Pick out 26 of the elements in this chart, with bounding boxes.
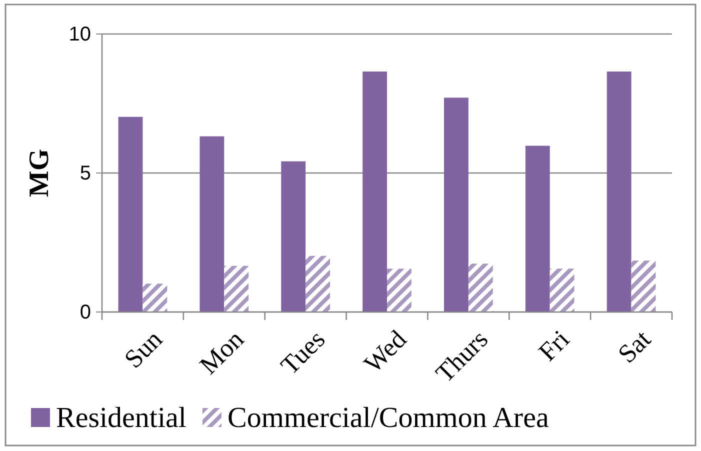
bar [281, 161, 306, 312]
x-tick-label: Sat [612, 324, 657, 369]
x-tick-label: Sun [118, 324, 168, 374]
bar [631, 260, 656, 312]
x-tick-label: Tues [275, 324, 331, 380]
bar [200, 136, 224, 312]
bar [525, 146, 550, 312]
legend-label: Commercial/Common Area [227, 402, 549, 434]
bar [444, 98, 468, 312]
x-tick-label: Wed [358, 324, 412, 378]
bar [606, 72, 632, 312]
y-tick-label: 10 [68, 23, 91, 46]
bar [387, 268, 412, 312]
bar [142, 284, 168, 312]
bar [550, 268, 574, 312]
bar [224, 266, 249, 312]
legend-label: Residential [56, 402, 186, 434]
bar [306, 256, 330, 312]
y-tick-label: 0 [80, 301, 91, 324]
x-tick-label: Mon [194, 324, 250, 380]
x-tick-label: Fri [533, 324, 575, 367]
bar [468, 264, 493, 312]
bar [118, 116, 143, 312]
y-tick-label: 5 [80, 162, 91, 184]
bar [362, 72, 387, 312]
y-axis-title: MG [24, 148, 55, 198]
